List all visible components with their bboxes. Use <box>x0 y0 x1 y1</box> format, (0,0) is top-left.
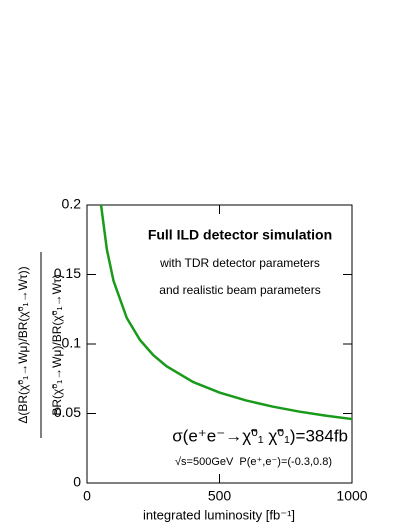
y-tick-label: 0.15 <box>54 265 81 281</box>
y-axis-label: Δ(BR(χ̃⁰₁→Wμ)/BR(χ̃⁰₁→Wτ)) <box>16 266 30 423</box>
annotation: with TDR detector parameters <box>159 256 320 270</box>
annotation: Full ILD detector simulation <box>148 227 332 243</box>
x-tick-label: 0 <box>83 488 91 504</box>
y-tick-label: 0 <box>73 474 81 490</box>
annotation: and realistic beam parameters <box>159 283 320 297</box>
y-tick-label: 0.2 <box>62 196 82 212</box>
annotation: P(e⁺,e⁻)=(-0.3,0.8) <box>239 456 332 468</box>
x-axis-label: integrated luminosity [fb⁻¹] <box>143 507 295 522</box>
annotation: σ(e⁺e⁻→χ̃⁰₁ χ̃⁰₁)=384fb <box>172 426 348 445</box>
y-axis-label: BR(χ̃⁰₁→Wμ)/BR(χ̃⁰₁→Wτ) <box>50 274 64 415</box>
annotation: √s=500GeV <box>175 456 234 468</box>
y-tick-label: 0.1 <box>62 335 82 351</box>
y-tick-label: 0.05 <box>54 404 81 420</box>
x-tick-label: 1000 <box>336 488 367 504</box>
data-line <box>99 204 353 421</box>
x-tick-label: 500 <box>208 488 232 504</box>
